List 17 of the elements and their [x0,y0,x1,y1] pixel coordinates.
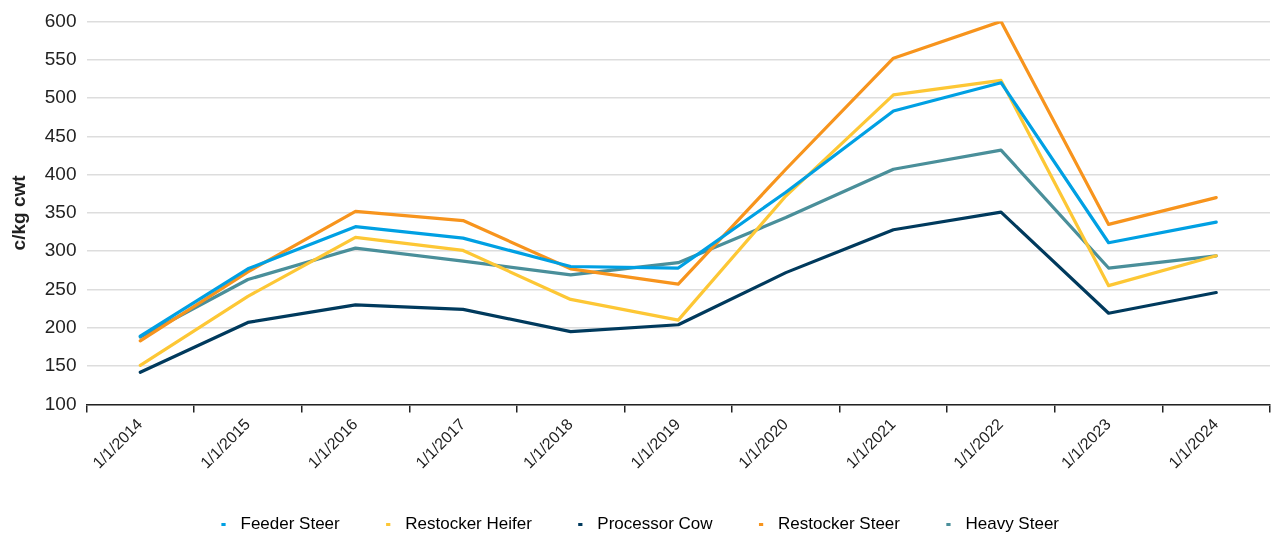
y-axis-title: c/kg cwt [7,174,29,251]
y-tick-label: 400 [44,162,77,184]
y-tick-label: 100 [44,392,77,414]
y-tick-label: 450 [44,124,77,146]
legend-label: Restocker Steer [778,514,901,534]
y-tick-label: 250 [44,277,77,299]
legend-label: Feeder Steer [240,514,341,534]
legend-label: Restocker Heifer [405,514,533,534]
y-tick-label: 200 [44,316,77,338]
y-tick-label: 150 [44,354,77,376]
y-tick-label: 500 [44,86,77,108]
y-tick-label: 350 [44,201,77,223]
y-tick-label: 600 [44,9,77,31]
y-tick-label: 550 [44,47,77,69]
legend-label: Heavy Steer [965,514,1060,534]
legend-label: Processor Cow [597,514,714,534]
y-tick-label: 300 [44,239,77,261]
